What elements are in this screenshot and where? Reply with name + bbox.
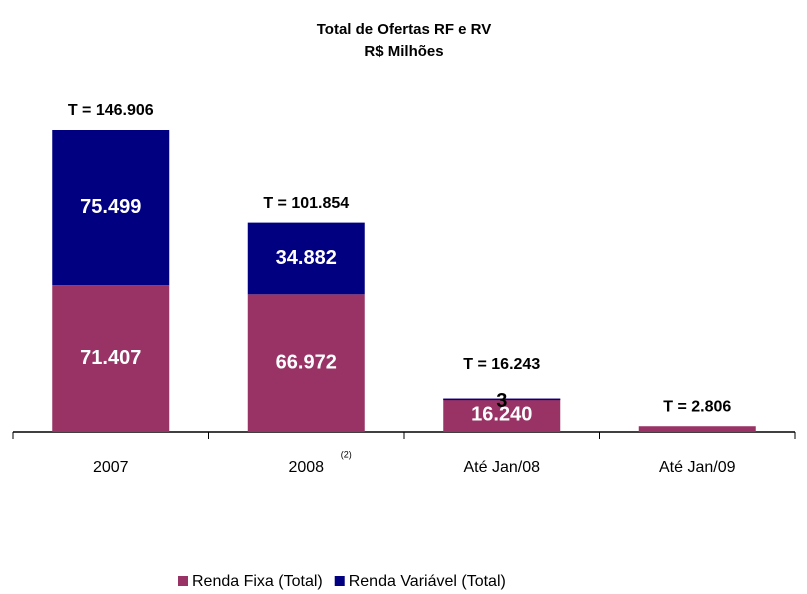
chart-subtitle: R$ Milhões bbox=[364, 43, 443, 60]
value-label: 3 bbox=[496, 390, 507, 412]
value-label: 16.240 bbox=[471, 404, 532, 426]
x-tick-label: Até Jan/09 bbox=[659, 459, 736, 476]
total-label: T = 16.243 bbox=[463, 356, 540, 373]
x-tick-label: 2008 bbox=[288, 459, 324, 476]
value-label: 66.972 bbox=[276, 351, 337, 373]
total-label: T = 146.906 bbox=[68, 102, 154, 119]
legend-swatch bbox=[178, 576, 188, 586]
total-label: T = 2.806 bbox=[663, 398, 731, 415]
x-tick-label: 2007 bbox=[93, 459, 129, 476]
bar-segment bbox=[52, 285, 170, 432]
bar-segment bbox=[638, 426, 756, 432]
legend-label: Renda Variável (Total) bbox=[349, 573, 506, 590]
bar-segment bbox=[443, 398, 561, 432]
chart-title: Total de Ofertas RF e RV bbox=[317, 21, 492, 38]
bar-segment bbox=[52, 130, 170, 286]
total-label: T = 101.854 bbox=[263, 195, 349, 212]
legend-label: Renda Fixa (Total) bbox=[192, 573, 323, 590]
value-label: 75.499 bbox=[80, 196, 141, 218]
x-tick-label: Até Jan/08 bbox=[464, 459, 541, 476]
bar-segment bbox=[247, 222, 365, 295]
value-label: 34.882 bbox=[276, 247, 337, 269]
legend-swatch bbox=[334, 576, 345, 586]
bar-segment bbox=[443, 398, 561, 401]
category-note: (2) bbox=[341, 449, 352, 459]
bar-segment bbox=[247, 294, 365, 432]
value-label: 71.407 bbox=[80, 347, 141, 369]
